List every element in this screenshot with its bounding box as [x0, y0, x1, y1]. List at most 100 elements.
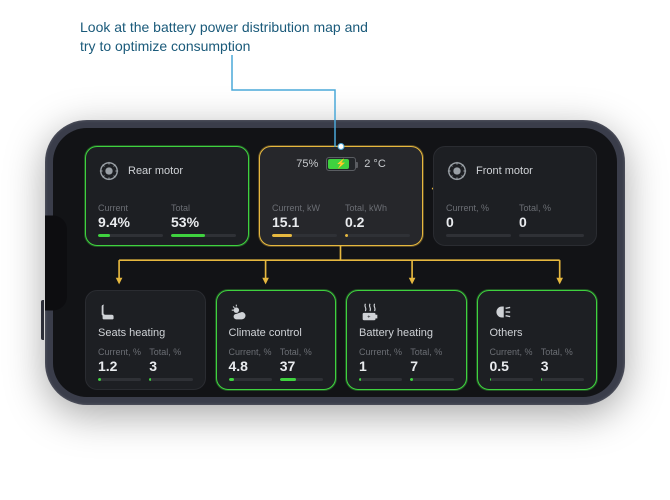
metric-value: 1.2 [98, 358, 141, 374]
bar-fill [98, 234, 110, 237]
bar-fill [272, 234, 292, 237]
metric-value: 0.5 [490, 358, 533, 374]
metric-label: Current, kW [272, 203, 337, 213]
metric-label: Total, % [149, 347, 192, 357]
card-title: Front motor [476, 165, 533, 178]
metric-value: 4.8 [229, 358, 272, 374]
bar-fill [490, 378, 492, 381]
bar-fill [149, 378, 150, 381]
battery-heat-icon: + [359, 301, 381, 323]
bar-fill [171, 234, 205, 237]
bar-fill [410, 378, 413, 381]
card-seats-heating[interactable]: Seats heating Current, % 1.2 Total, % 3 [85, 290, 206, 390]
metric-bar [229, 378, 272, 381]
annotation-text: Look at the battery power distribution m… [80, 18, 380, 56]
metric-bar [345, 234, 410, 237]
bottom-row: Seats heating Current, % 1.2 Total, % 3 [85, 290, 597, 390]
metric-bar [446, 234, 511, 237]
card-title: Seats heating [98, 327, 165, 340]
metric-value: 53% [171, 214, 236, 230]
seat-icon [98, 301, 120, 323]
card-battery-heating[interactable]: + Battery heating Current, % 1 Total, % … [346, 290, 467, 390]
battery-icon: ⚡ [326, 157, 356, 171]
metric-bar [359, 378, 402, 381]
metric-label: Total [171, 203, 236, 213]
metric-total: Total, % 3 [541, 347, 584, 381]
annotation-target-dot [338, 143, 345, 150]
battery-temp: 2 °C [364, 158, 386, 170]
metric-bar [98, 234, 163, 237]
motor-icon [446, 160, 468, 182]
metric-value: 3 [541, 358, 584, 374]
metric-bar [171, 234, 236, 237]
metric-bar [272, 234, 337, 237]
bolt-icon: ⚡ [336, 159, 347, 170]
phone-notch [45, 215, 67, 310]
metric-bar [490, 378, 533, 381]
metric-bar [149, 378, 192, 381]
metric-value: 15.1 [272, 214, 337, 230]
card-title: Battery heating [359, 327, 433, 340]
bar-fill [280, 378, 296, 381]
card-title: Climate control [229, 327, 302, 340]
bar-fill [229, 378, 234, 381]
battery-status-row: 75% ⚡ 2 °C [272, 157, 410, 171]
metric-label: Total, % [541, 347, 584, 357]
metric-value: 1 [359, 358, 402, 374]
metric-value: 0 [446, 214, 511, 230]
metric-value: 0 [519, 214, 584, 230]
metric-current: Current 9.4% [98, 203, 163, 237]
card-title: Rear motor [128, 165, 183, 178]
metric-bar [519, 234, 584, 237]
metric-current: Current, % 0 [446, 203, 511, 237]
dashboard-grid: Rear motor Current 9.4% Total 53% [85, 146, 597, 379]
svg-text:+: + [367, 314, 370, 320]
metric-value: 3 [149, 358, 192, 374]
metric-label: Total, % [519, 203, 584, 213]
metric-label: Current, % [98, 347, 141, 357]
metric-current: Current, % 4.8 [229, 347, 272, 381]
card-title: Others [490, 327, 523, 340]
metric-current: Current, % 1.2 [98, 347, 141, 381]
bar-fill [345, 234, 348, 237]
metric-total: Total, % 37 [280, 347, 323, 381]
metric-total: Total, % 7 [410, 347, 453, 381]
metric-value: 7 [410, 358, 453, 374]
screen: Rear motor Current 9.4% Total 53% [53, 128, 617, 397]
metric-label: Total, % [280, 347, 323, 357]
metric-bar [410, 378, 453, 381]
card-battery-center[interactable]: 75% ⚡ 2 °C Current, kW 15.1 [259, 146, 423, 246]
metric-value: 37 [280, 358, 323, 374]
metric-current: Current, % 0.5 [490, 347, 533, 381]
card-rear-motor[interactable]: Rear motor Current 9.4% Total 53% [85, 146, 249, 246]
metric-bar [541, 378, 584, 381]
motor-icon [98, 160, 120, 182]
metric-label: Current, % [490, 347, 533, 357]
metric-total: Total 53% [171, 203, 236, 237]
metric-bar [280, 378, 323, 381]
metric-value: 9.4% [98, 214, 163, 230]
headlight-icon [490, 301, 512, 323]
metric-current: Current, % 1 [359, 347, 402, 381]
bar-fill [359, 378, 361, 381]
metric-current: Current, kW 15.1 [272, 203, 337, 237]
metric-total: Total, kWh 0.2 [345, 203, 410, 237]
metric-label: Current, % [359, 347, 402, 357]
metric-total: Total, % 0 [519, 203, 584, 237]
metric-label: Current [98, 203, 163, 213]
card-climate-control[interactable]: Climate control Current, % 4.8 Total, % … [216, 290, 337, 390]
metric-value: 0.2 [345, 214, 410, 230]
metric-total: Total, % 3 [149, 347, 192, 381]
card-others[interactable]: Others Current, % 0.5 Total, % 3 [477, 290, 598, 390]
climate-icon [229, 301, 251, 323]
bar-fill [541, 378, 542, 381]
phone-frame: Rear motor Current 9.4% Total 53% [45, 120, 625, 405]
bar-fill [98, 378, 101, 381]
metric-label: Current, % [446, 203, 511, 213]
metric-bar [98, 378, 141, 381]
top-row: Rear motor Current 9.4% Total 53% [85, 146, 597, 246]
metric-label: Total, kWh [345, 203, 410, 213]
metric-label: Current, % [229, 347, 272, 357]
metric-label: Total, % [410, 347, 453, 357]
card-front-motor[interactable]: Front motor Current, % 0 Total, % 0 [433, 146, 597, 246]
